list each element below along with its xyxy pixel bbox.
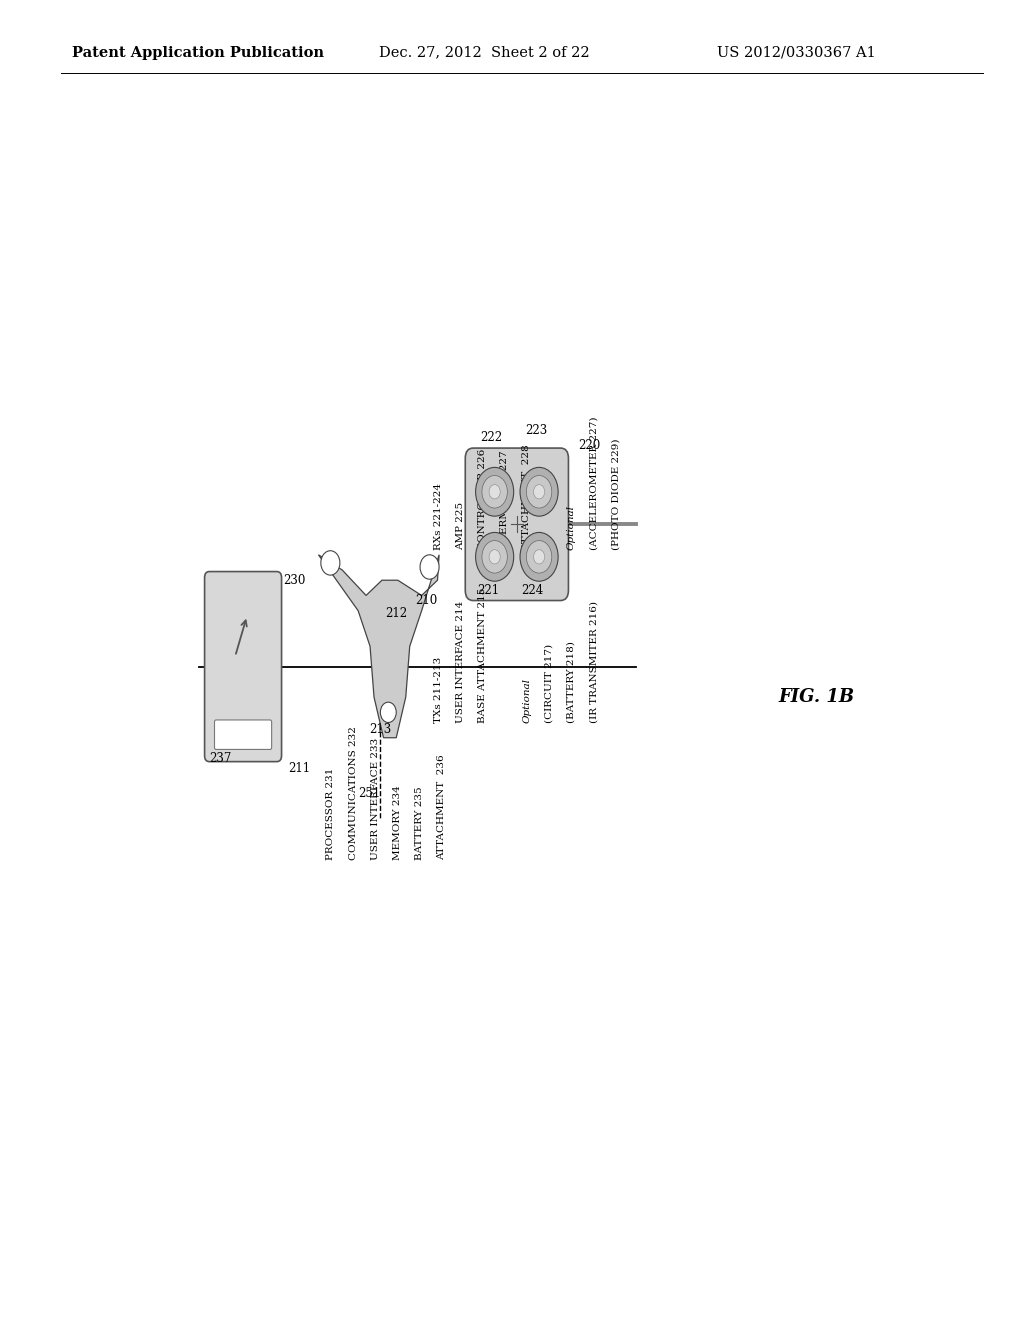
Circle shape	[534, 484, 545, 499]
Circle shape	[380, 702, 396, 722]
Circle shape	[526, 475, 552, 508]
Text: 224: 224	[521, 583, 543, 597]
Circle shape	[321, 550, 340, 576]
Text: RXs 221-224: RXs 221-224	[433, 483, 442, 549]
Circle shape	[420, 554, 439, 579]
Text: 210: 210	[416, 594, 437, 607]
FancyBboxPatch shape	[465, 447, 568, 601]
Circle shape	[475, 532, 514, 581]
Text: CONTROLLER 226: CONTROLLER 226	[478, 449, 487, 549]
Text: ATTACHMENT  228: ATTACHMENT 228	[522, 444, 531, 549]
Text: (IR TRANSMITER 216): (IR TRANSMITER 216)	[589, 601, 598, 722]
Text: TXs 211-213: TXs 211-213	[433, 656, 442, 722]
Text: Patent Application Publication: Patent Application Publication	[72, 46, 324, 59]
Text: Optional: Optional	[522, 677, 531, 722]
Text: THERMISTOR 227: THERMISTOR 227	[500, 450, 509, 549]
Text: (ACCELEROMETER 227): (ACCELEROMETER 227)	[589, 416, 598, 549]
Polygon shape	[318, 554, 439, 738]
Text: US 2012/0330367 A1: US 2012/0330367 A1	[717, 46, 876, 59]
Text: (PHOTO DIODE 229): (PHOTO DIODE 229)	[611, 438, 621, 549]
Text: 211: 211	[289, 762, 310, 775]
Circle shape	[489, 549, 500, 564]
Text: 251: 251	[358, 787, 380, 800]
Text: AMP 225: AMP 225	[456, 502, 465, 549]
Circle shape	[534, 549, 545, 564]
Text: 223: 223	[524, 424, 547, 437]
FancyBboxPatch shape	[205, 572, 282, 762]
Text: 221: 221	[477, 583, 500, 597]
Text: (CIRCUIT 217): (CIRCUIT 217)	[545, 643, 554, 722]
Circle shape	[482, 541, 507, 573]
Text: USER INTERFACE 214: USER INTERFACE 214	[456, 601, 465, 722]
Text: BATTERY 235: BATTERY 235	[416, 787, 424, 859]
Text: 222: 222	[480, 432, 503, 445]
Text: 212: 212	[385, 607, 408, 620]
Circle shape	[526, 541, 552, 573]
Circle shape	[520, 532, 558, 581]
Circle shape	[520, 467, 558, 516]
Text: 230: 230	[283, 574, 305, 586]
Circle shape	[489, 484, 500, 499]
Text: COMMUNICATIONS 232: COMMUNICATIONS 232	[348, 726, 357, 859]
Text: 237: 237	[209, 751, 231, 764]
Text: 213: 213	[370, 723, 391, 737]
Text: Optional: Optional	[567, 504, 575, 549]
Text: Dec. 27, 2012  Sheet 2 of 22: Dec. 27, 2012 Sheet 2 of 22	[379, 46, 590, 59]
Text: BASE ATTACHMENT 215: BASE ATTACHMENT 215	[478, 587, 487, 722]
Text: MEMORY 234: MEMORY 234	[393, 785, 402, 859]
Circle shape	[482, 475, 507, 508]
Text: FIG. 1B: FIG. 1B	[778, 688, 855, 706]
FancyBboxPatch shape	[214, 719, 271, 750]
Text: ATTACHMENT  236: ATTACHMENT 236	[437, 754, 446, 859]
Text: PROCESSOR 231: PROCESSOR 231	[327, 767, 336, 859]
Text: (BATTERY 218): (BATTERY 218)	[567, 640, 575, 722]
Text: USER INTERFACE 233: USER INTERFACE 233	[371, 738, 380, 859]
Text: 220: 220	[578, 438, 600, 451]
Circle shape	[475, 467, 514, 516]
